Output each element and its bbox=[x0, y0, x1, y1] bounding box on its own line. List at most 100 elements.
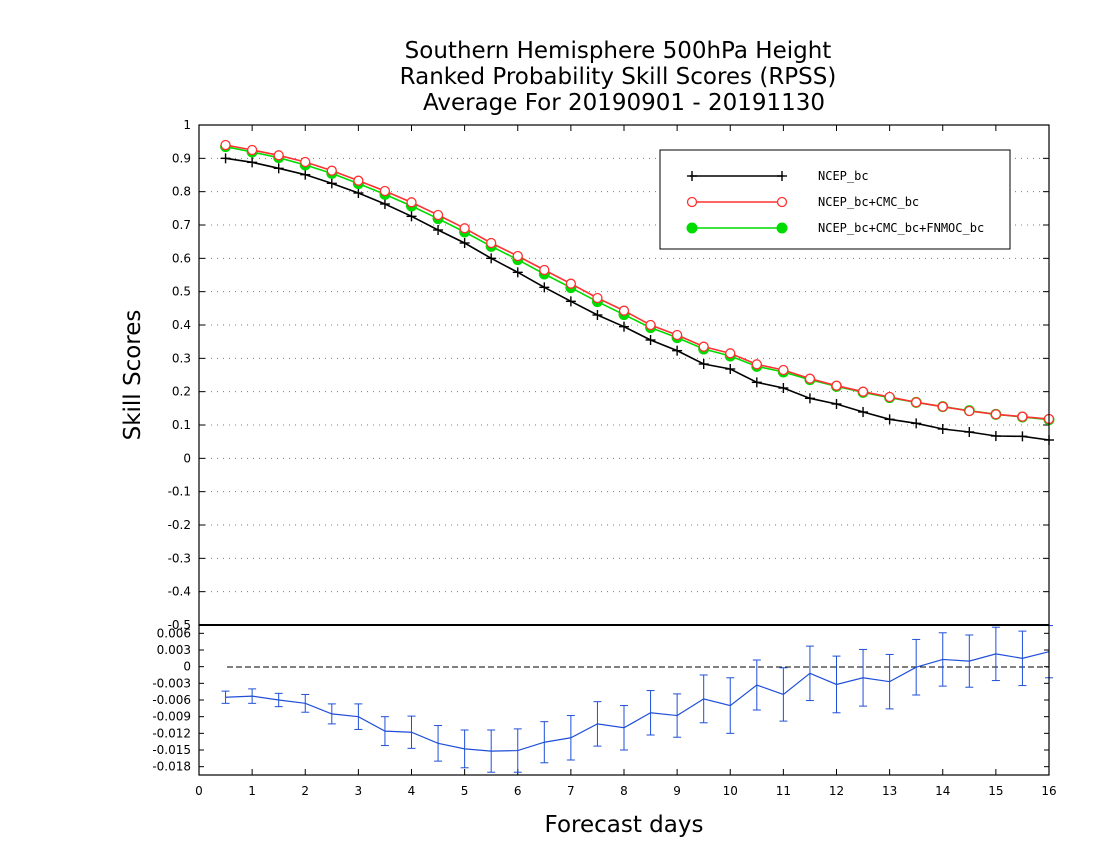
x-tick-label: 16 bbox=[1041, 784, 1056, 798]
data-point bbox=[459, 223, 470, 234]
difference-series bbox=[221, 625, 1053, 773]
data-point bbox=[672, 345, 683, 356]
legend-marker bbox=[687, 171, 697, 181]
data-point bbox=[379, 185, 391, 197]
x-tick-label: 11 bbox=[776, 784, 791, 798]
data-point bbox=[539, 282, 550, 293]
y-tick-label: -0.2 bbox=[168, 518, 191, 532]
x-axis-label: Forecast days bbox=[545, 812, 704, 838]
x-tick-label: 10 bbox=[723, 784, 738, 798]
diff-y-tick-label: -0.006 bbox=[152, 693, 191, 707]
data-point bbox=[884, 414, 895, 425]
data-point bbox=[990, 409, 1002, 420]
title-line-1: Southern Hemisphere 500hPa Height bbox=[405, 38, 832, 64]
x-tick-label: 6 bbox=[514, 784, 522, 798]
data-point bbox=[565, 296, 576, 307]
data-point bbox=[911, 418, 922, 429]
y-tick-label: -0.1 bbox=[168, 485, 191, 499]
data-point bbox=[964, 405, 975, 417]
data-point bbox=[831, 399, 842, 409]
y-tick-label: 0.5 bbox=[172, 285, 191, 299]
data-point bbox=[220, 153, 231, 164]
y-tick-label: 0.9 bbox=[172, 151, 191, 165]
data-point bbox=[486, 253, 497, 264]
data-point bbox=[698, 359, 709, 369]
x-tick-label: 1 bbox=[248, 784, 256, 798]
y-tick-label: 0.8 bbox=[172, 185, 191, 199]
data-point bbox=[406, 197, 417, 208]
data-point bbox=[804, 393, 815, 404]
series-NCEP_bc bbox=[220, 153, 1054, 445]
data-point bbox=[300, 156, 311, 168]
y-tick-label: 1 bbox=[183, 118, 191, 132]
legend-label: NCEP_bc+CMC_bc bbox=[818, 195, 919, 209]
y-axis-label: Skill Scores bbox=[120, 310, 146, 441]
legend-items: NCEP_bc NCEP_bc+CMC_bc NCEP_bc+CMC_bc+FNMO… bbox=[686, 169, 984, 235]
x-tick-label: 4 bbox=[408, 784, 416, 798]
main-y-ticks: -0.5 -0.4 -0.3 -0.2 -0.1 0 0.1 0.2 0.3 0.4 0.5 0.6 0… bbox=[168, 118, 1049, 632]
data-point bbox=[273, 163, 284, 174]
data-point bbox=[937, 424, 948, 434]
diff-y-tick-label: 0 bbox=[183, 660, 191, 674]
data-point bbox=[645, 319, 656, 331]
data-point bbox=[831, 380, 842, 391]
data-point bbox=[592, 310, 603, 320]
x-ticks: 0 1 2 3 4 5 6 7 8 9 10 11 12 13 14 15 16 bbox=[195, 125, 1057, 798]
y-tick-label: 0.2 bbox=[172, 385, 191, 399]
data-point bbox=[751, 377, 762, 388]
data-point bbox=[326, 165, 337, 176]
diff-y-tick-label: -0.018 bbox=[152, 760, 191, 774]
data-point bbox=[964, 427, 975, 437]
diff-y-tick-label: 0.003 bbox=[157, 643, 191, 657]
x-tick-label: 7 bbox=[567, 784, 575, 798]
legend-marker bbox=[686, 222, 698, 234]
y-tick-label: 0.7 bbox=[172, 218, 191, 232]
legend-label: NCEP_bc+CMC_bc+FNMOC_bc bbox=[818, 221, 984, 235]
data-point bbox=[778, 364, 789, 376]
diff-y-tick-label: -0.015 bbox=[152, 743, 191, 757]
data-point bbox=[751, 359, 762, 370]
data-point bbox=[432, 209, 444, 221]
y-tick-label: -0.4 bbox=[168, 585, 191, 599]
chart-title: Southern Hemisphere 500hPa Height Ranked… bbox=[400, 38, 837, 116]
data-point bbox=[990, 431, 1001, 441]
data-point bbox=[1017, 411, 1028, 422]
x-tick-label: 2 bbox=[301, 784, 309, 798]
data-point bbox=[486, 237, 497, 249]
y-tick-label: -0.5 bbox=[168, 618, 191, 632]
y-tick-label: 0 bbox=[183, 451, 191, 465]
legend-marker bbox=[776, 196, 788, 208]
difference-line bbox=[225, 651, 1050, 752]
diff-y-tick-label: -0.009 bbox=[152, 710, 191, 724]
main-series bbox=[220, 139, 1055, 445]
legend-entry: NCEP_bc bbox=[687, 169, 869, 183]
legend-marker bbox=[777, 171, 787, 181]
legend-box bbox=[659, 149, 1011, 250]
data-point bbox=[884, 391, 895, 403]
data-point bbox=[857, 386, 869, 397]
y-tick-label: 0.4 bbox=[172, 318, 191, 332]
data-point bbox=[565, 278, 577, 289]
diff-y-tick-label: -0.003 bbox=[152, 676, 191, 690]
x-tick-label: 3 bbox=[355, 784, 363, 798]
data-point bbox=[353, 175, 364, 186]
y-tick-label: 0.3 bbox=[172, 351, 191, 365]
data-point bbox=[512, 250, 523, 262]
y-tick-label: -0.3 bbox=[168, 551, 191, 565]
data-point bbox=[326, 178, 337, 189]
data-point bbox=[698, 341, 709, 352]
data-point bbox=[778, 383, 789, 393]
legend-entry: NCEP_bc+CMC_bc bbox=[686, 195, 919, 209]
data-point bbox=[379, 199, 390, 209]
diff-y-ticks: -0.018 -0.015 -0.012 -0.009 -0.006 -0.003 0 0.0… bbox=[152, 626, 1049, 774]
title-line-2: Ranked Probability Skill Scores (RPSS) bbox=[400, 64, 837, 90]
data-point bbox=[512, 267, 523, 278]
data-point bbox=[246, 144, 258, 156]
data-point bbox=[911, 397, 922, 408]
legend-entry: NCEP_bc+CMC_bc+FNMOC_bc bbox=[686, 221, 984, 235]
y-tick-label: 0.1 bbox=[172, 418, 191, 432]
legend-marker bbox=[776, 222, 788, 234]
data-point bbox=[671, 329, 683, 341]
data-point bbox=[618, 305, 630, 316]
